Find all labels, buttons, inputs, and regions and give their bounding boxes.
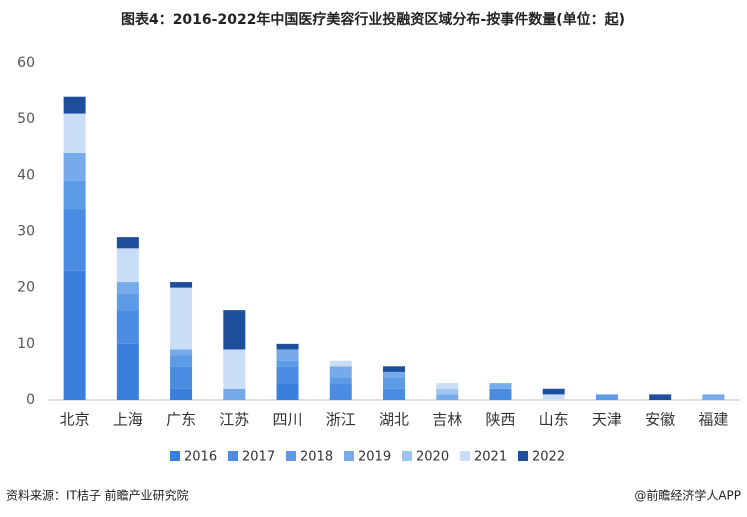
x-tick-label: 浙江 <box>326 411 356 429</box>
y-tick-label: 10 <box>17 336 35 352</box>
bar-segment <box>223 349 246 389</box>
bar-segment <box>63 270 86 400</box>
bar-segment <box>276 360 299 367</box>
bar-segment <box>170 355 193 367</box>
bar-segment <box>276 343 299 350</box>
legend-label: 2021 <box>474 450 507 465</box>
legend-label: 2018 <box>300 450 333 465</box>
x-tick-label: 湖北 <box>379 411 409 429</box>
bar-segment <box>276 349 299 361</box>
bar-segment <box>276 383 299 400</box>
bar-segment <box>383 366 405 372</box>
bar-segment <box>63 209 86 271</box>
bar-segment <box>329 360 352 367</box>
bar-segment <box>170 366 193 389</box>
bar-segment <box>116 310 139 344</box>
x-tick-label: 北京 <box>60 411 90 429</box>
bar-segment <box>63 113 86 153</box>
bar-segment <box>595 394 618 400</box>
bar-segment <box>436 394 459 400</box>
x-tick-label: 山东 <box>539 411 569 429</box>
bar-segment <box>383 388 405 400</box>
x-tick-label: 陕西 <box>485 411 515 429</box>
legend-label: 2022 <box>532 450 565 465</box>
legend-swatch <box>286 451 296 461</box>
legend-swatch <box>170 451 180 461</box>
bar-segment <box>170 388 193 400</box>
bar-segment <box>489 388 512 400</box>
bar-segment <box>116 237 139 249</box>
bar-segment <box>436 388 459 395</box>
bar-segment <box>276 366 299 384</box>
bar-segment <box>436 383 459 389</box>
bar-segment <box>223 310 246 350</box>
bar-segment <box>63 180 86 210</box>
x-tick-label: 广东 <box>166 411 196 429</box>
bar-segment <box>116 343 139 400</box>
bar-segment <box>170 287 193 350</box>
y-tick-label: 20 <box>17 280 35 296</box>
bar-segment <box>116 248 139 283</box>
chart-title: 图表4：2016-2022年中国医疗美容行业投融资区域分布-按事件数量(单位：起… <box>121 11 625 28</box>
legend-swatch <box>402 451 412 461</box>
legend-swatch <box>344 451 354 461</box>
bar-segment <box>63 152 86 181</box>
y-tick-label: 30 <box>17 224 35 240</box>
y-tick-label: 40 <box>17 167 35 183</box>
legend-label: 2016 <box>184 450 217 465</box>
bar-segment <box>383 377 405 389</box>
bar-segment <box>329 366 352 378</box>
bar-segment <box>702 394 725 400</box>
bar-segment <box>383 371 405 378</box>
x-tick-label: 天津 <box>592 411 622 429</box>
legend-label: 2017 <box>242 450 275 465</box>
bar-segment <box>223 388 246 400</box>
x-tick-label: 江苏 <box>219 411 249 429</box>
bar-segment <box>63 96 86 114</box>
y-tick-label: 60 <box>17 55 35 71</box>
bar-segment <box>649 394 672 400</box>
y-tick-label: 0 <box>26 392 35 408</box>
legend-label: 2020 <box>416 450 449 465</box>
bar-segment <box>116 293 139 311</box>
y-tick-label: 50 <box>17 111 35 127</box>
x-tick-label: 吉林 <box>432 411 462 429</box>
bar-segment <box>329 377 352 384</box>
bar-segment <box>542 388 565 395</box>
legend-swatch <box>518 451 528 461</box>
bar-segment <box>170 282 193 288</box>
legend-label: 2019 <box>358 450 391 465</box>
bar-segment <box>542 394 565 400</box>
x-tick-label: 四川 <box>273 411 303 429</box>
x-tick-label: 安徽 <box>645 411 675 429</box>
brand: @前瞻经济学人APP <box>634 488 741 503</box>
legend-swatch <box>460 451 470 461</box>
bar-segment <box>489 383 512 389</box>
bar-segment <box>170 349 193 356</box>
x-tick-label: 上海 <box>113 411 143 429</box>
x-tick-label: 福建 <box>698 411 728 429</box>
bar-segment <box>329 383 352 400</box>
legend-swatch <box>228 451 238 461</box>
source: 资料来源：IT桔子 前瞻产业研究院 <box>6 488 189 503</box>
bar-segment <box>116 282 139 294</box>
